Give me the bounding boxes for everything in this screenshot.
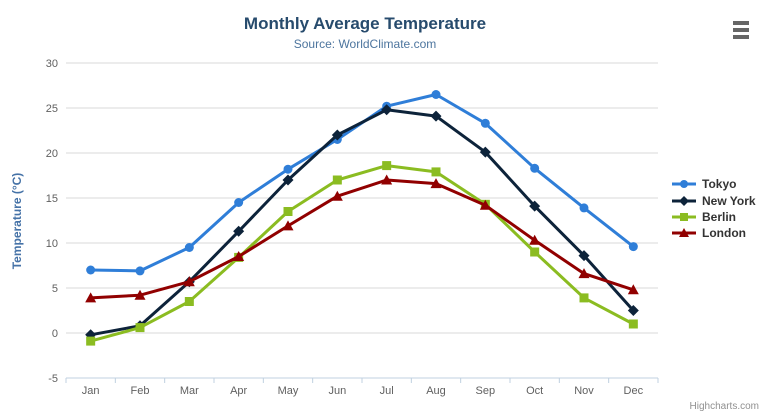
series-new-york (85, 104, 639, 341)
x-tick-label: Jul (380, 385, 394, 397)
y-tick-label: 20 (46, 148, 58, 160)
point-marker[interactable] (283, 164, 293, 174)
point-marker[interactable] (331, 190, 343, 201)
point-marker[interactable] (431, 167, 441, 177)
point-marker[interactable] (135, 266, 145, 276)
point-marker[interactable] (233, 251, 245, 261)
y-axis-title: Temperature (°C) (10, 172, 24, 270)
y-tick-label: -5 (48, 373, 58, 385)
diamond-legend-marker-icon (672, 195, 696, 206)
x-tick-label: Dec (624, 385, 644, 397)
legend-item-new-york[interactable]: New York (671, 192, 756, 208)
point-marker[interactable] (135, 323, 145, 333)
point-marker[interactable] (381, 174, 393, 185)
x-tick-label: Apr (230, 385, 247, 397)
y-tick-label: 30 (46, 58, 58, 70)
point-marker[interactable] (382, 161, 392, 171)
x-tick-label: Jun (328, 385, 346, 397)
x-tick-label: Mar (180, 385, 199, 397)
point-marker[interactable] (85, 292, 97, 303)
point-marker[interactable] (431, 90, 441, 99)
point-marker[interactable] (86, 336, 96, 346)
square-legend-marker-icon (672, 212, 696, 221)
point-marker[interactable] (184, 243, 194, 252)
legend-item-london[interactable]: London (671, 225, 756, 241)
point-marker[interactable] (183, 276, 195, 287)
point-marker[interactable] (480, 118, 490, 128)
legend-label: Tokyo (702, 177, 737, 192)
x-tick-label: Aug (426, 385, 446, 397)
x-tick-label: Oct (526, 385, 543, 397)
point-marker[interactable] (578, 250, 590, 262)
point-marker[interactable] (627, 284, 639, 295)
point-marker[interactable] (86, 265, 96, 275)
legend: Tokyo New York Berlin London (671, 176, 756, 242)
point-marker[interactable] (578, 268, 590, 279)
point-marker[interactable] (430, 110, 442, 122)
point-marker[interactable] (628, 319, 638, 329)
point-marker[interactable] (430, 178, 442, 189)
series-london (85, 174, 639, 303)
point-marker[interactable] (134, 289, 146, 300)
point-marker[interactable] (679, 228, 689, 238)
point-marker[interactable] (184, 297, 194, 306)
point-marker[interactable] (680, 180, 688, 189)
point-marker[interactable] (282, 174, 294, 186)
series-line-berlin[interactable] (89, 164, 635, 343)
point-marker[interactable] (283, 207, 293, 216)
point-marker[interactable] (332, 175, 342, 185)
series-tokyo (86, 90, 638, 276)
point-marker[interactable] (628, 242, 638, 252)
point-marker[interactable] (679, 195, 689, 206)
point-marker[interactable] (234, 198, 244, 207)
point-marker[interactable] (282, 220, 294, 231)
hamburger-icon-bar (733, 28, 749, 32)
y-tick-label: 15 (46, 193, 58, 205)
point-marker[interactable] (479, 199, 491, 210)
point-marker[interactable] (530, 247, 540, 257)
triangle-legend-marker-icon (672, 228, 696, 238)
series-berlin (86, 161, 638, 346)
x-tick-label: Nov (574, 385, 594, 397)
highcharts-credits-link[interactable]: Highcharts.com (689, 401, 759, 412)
legend-item-berlin[interactable]: Berlin (671, 209, 756, 225)
point-marker[interactable] (530, 163, 540, 173)
point-marker[interactable] (529, 200, 541, 212)
point-marker[interactable] (627, 305, 639, 316)
hamburger-icon-bar (733, 35, 749, 39)
y-tick-label: 25 (46, 103, 58, 115)
y-tick-label: 10 (46, 238, 58, 250)
series-line-new-york[interactable] (89, 108, 635, 337)
point-marker[interactable] (529, 234, 541, 245)
chart-context-menu-button[interactable] (731, 19, 751, 41)
x-tick-label: Feb (131, 385, 150, 397)
point-marker[interactable] (479, 146, 491, 158)
chart-subtitle: Source: WorldClimate.com (293, 37, 437, 51)
legend-label: London (702, 226, 746, 241)
legend-label: New York (702, 193, 756, 208)
circle-legend-marker-icon (672, 180, 696, 189)
legend-label: Berlin (702, 209, 737, 224)
x-tick-label: Sep (476, 385, 496, 397)
point-marker[interactable] (381, 104, 393, 116)
point-marker[interactable] (680, 212, 688, 221)
point-marker[interactable] (233, 225, 245, 237)
legend-item-tokyo[interactable]: Tokyo (671, 176, 756, 192)
hamburger-icon-bar (733, 21, 749, 25)
x-tick-label: May (278, 385, 299, 397)
point-marker[interactable] (331, 129, 343, 141)
chart-title: Monthly Average Temperature (243, 14, 487, 33)
x-tick-label: Jan (82, 385, 100, 397)
series-line-london[interactable] (89, 178, 635, 300)
point-marker[interactable] (579, 293, 589, 303)
y-tick-label: 0 (52, 328, 58, 340)
y-tick-label: 5 (52, 283, 58, 295)
point-marker[interactable] (579, 203, 589, 213)
